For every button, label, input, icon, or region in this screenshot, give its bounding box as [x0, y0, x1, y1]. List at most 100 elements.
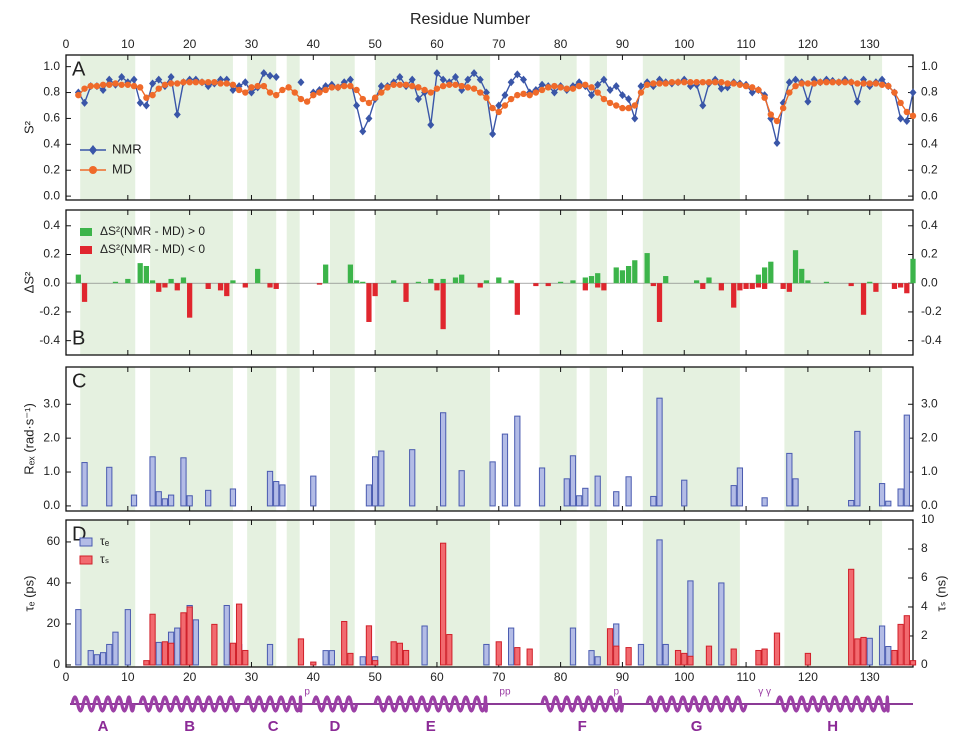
- y-tick-label-right: 0.2: [921, 162, 938, 176]
- legend-swatch: [79, 555, 93, 565]
- bar: [211, 623, 218, 666]
- bar: [434, 283, 440, 291]
- x-tick-label: 70: [492, 670, 506, 684]
- bar: [718, 582, 725, 666]
- point: [408, 75, 416, 84]
- x-tick-label: 10: [121, 670, 135, 684]
- bar: [792, 478, 799, 507]
- point: [538, 86, 546, 94]
- bar: [459, 274, 465, 284]
- point: [829, 78, 836, 86]
- bar: [533, 283, 539, 287]
- bar: [365, 484, 373, 507]
- helix-label: H: [827, 718, 838, 735]
- point: [402, 81, 410, 88]
- bar: [867, 281, 873, 284]
- bar: [909, 660, 917, 666]
- point: [619, 104, 626, 112]
- y-tick-label: 0: [53, 657, 60, 671]
- x-tick-label: 50: [368, 670, 382, 684]
- y-tick-label-right: -0.4: [921, 333, 942, 347]
- bar: [755, 649, 762, 666]
- y-tick-label-right: 0.2: [921, 247, 938, 261]
- y-tick-label: 1.0: [43, 464, 60, 478]
- y-tick-label-right: 2.0: [921, 430, 938, 444]
- point: [804, 97, 812, 106]
- y2-tick-label: 10: [921, 512, 935, 526]
- bar: [681, 479, 688, 507]
- bar: [440, 542, 447, 666]
- bar: [242, 649, 249, 666]
- point: [248, 84, 255, 91]
- point: [866, 80, 873, 87]
- bar: [656, 539, 663, 666]
- point: [161, 81, 169, 88]
- point: [742, 82, 750, 90]
- point: [514, 91, 521, 99]
- point: [186, 78, 193, 86]
- y-axis-title: Rₑₓ (rad·s⁻¹): [21, 403, 36, 475]
- x-tick-label: 30: [245, 670, 259, 684]
- point: [495, 101, 503, 110]
- bar: [161, 641, 169, 666]
- y-tick-label-right: 0.0: [921, 275, 938, 289]
- bar: [563, 478, 570, 507]
- bar: [81, 462, 88, 507]
- point: [482, 88, 490, 97]
- panel-label: A: [72, 58, 86, 80]
- bar: [650, 283, 656, 287]
- panel-label: B: [72, 327, 85, 349]
- bar: [440, 412, 447, 507]
- helix: [540, 695, 625, 713]
- y-tick-label-right: 0.8: [921, 85, 938, 99]
- bar: [848, 568, 855, 666]
- y-tick-label-right: 0.4: [921, 218, 938, 232]
- bar: [576, 495, 583, 507]
- point: [545, 84, 552, 91]
- helix-shade: [329, 367, 355, 511]
- bar: [866, 637, 873, 666]
- bar: [662, 643, 669, 666]
- point: [118, 81, 125, 88]
- x-tick-label: 40: [307, 37, 321, 51]
- point: [872, 80, 880, 87]
- point: [489, 104, 496, 112]
- point: [396, 73, 404, 82]
- legend-swatch: [80, 246, 92, 254]
- y2-tick-label: 0: [921, 657, 928, 671]
- bar: [161, 498, 169, 507]
- point: [229, 85, 237, 94]
- bar: [242, 283, 248, 288]
- bar: [391, 280, 397, 284]
- point: [124, 81, 132, 88]
- point: [260, 69, 268, 78]
- y-axis-title: τₑ (ps): [21, 576, 36, 612]
- x-tick-label: 110: [737, 37, 756, 51]
- point: [507, 95, 515, 103]
- bar: [557, 281, 564, 284]
- bar: [878, 483, 886, 507]
- bar: [761, 648, 768, 666]
- bar: [229, 488, 237, 507]
- bar: [860, 636, 867, 666]
- point: [93, 82, 101, 90]
- bar: [149, 456, 156, 507]
- x-tick-label: 70: [492, 37, 506, 51]
- helix-shade: [286, 520, 300, 667]
- y-tick-label: 1.0: [43, 59, 60, 73]
- bar: [693, 280, 700, 284]
- point: [681, 78, 688, 86]
- bar: [904, 283, 910, 294]
- x-tick-label: 100: [674, 37, 694, 51]
- helix-label: D: [330, 718, 341, 735]
- y2-tick-label: 6: [921, 570, 928, 584]
- bar: [625, 265, 632, 284]
- turn-label: p: [613, 687, 619, 698]
- legend-label: τₑ: [100, 534, 110, 548]
- bar: [569, 627, 577, 666]
- bar: [180, 457, 187, 507]
- helix-shade: [247, 520, 277, 667]
- point: [427, 89, 434, 96]
- bar: [217, 283, 224, 291]
